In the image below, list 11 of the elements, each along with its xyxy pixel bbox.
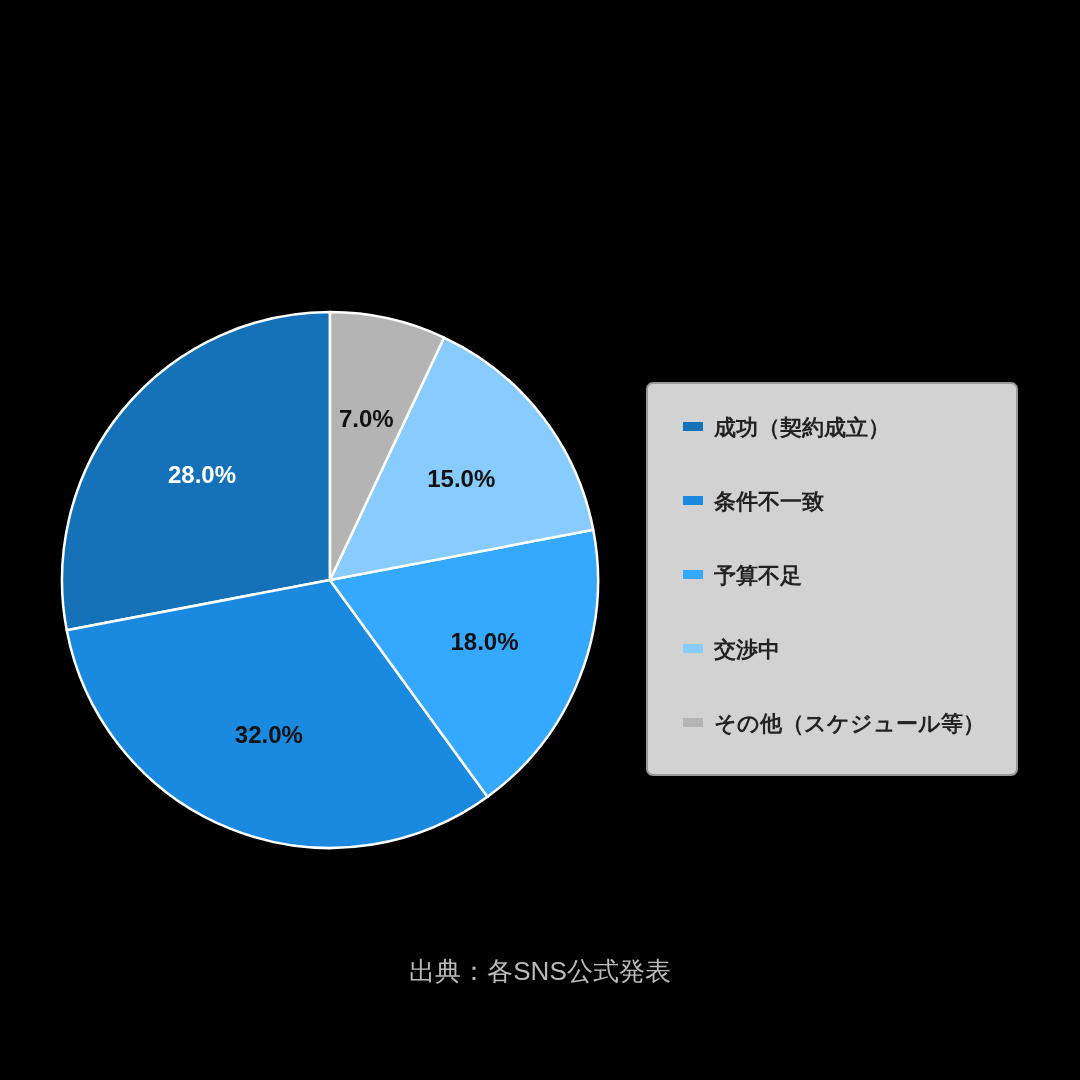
legend-label: 成功（契約成立）	[713, 415, 890, 440]
source-note: 出典：各SNS公式発表	[409, 956, 671, 986]
data-label: 7.0%	[338, 404, 394, 432]
legend-label: 予算不足	[713, 563, 802, 588]
data-label: 18.0%	[450, 628, 519, 656]
data-label: 15.0%	[427, 465, 496, 493]
legend-label: 交渉中	[713, 637, 780, 662]
legend-label: 条件不一致	[713, 489, 824, 514]
data-label: 32.0%	[234, 721, 303, 749]
legend-label: その他（スケジュール等）	[714, 711, 985, 736]
data-label: 28.0%	[167, 461, 236, 489]
